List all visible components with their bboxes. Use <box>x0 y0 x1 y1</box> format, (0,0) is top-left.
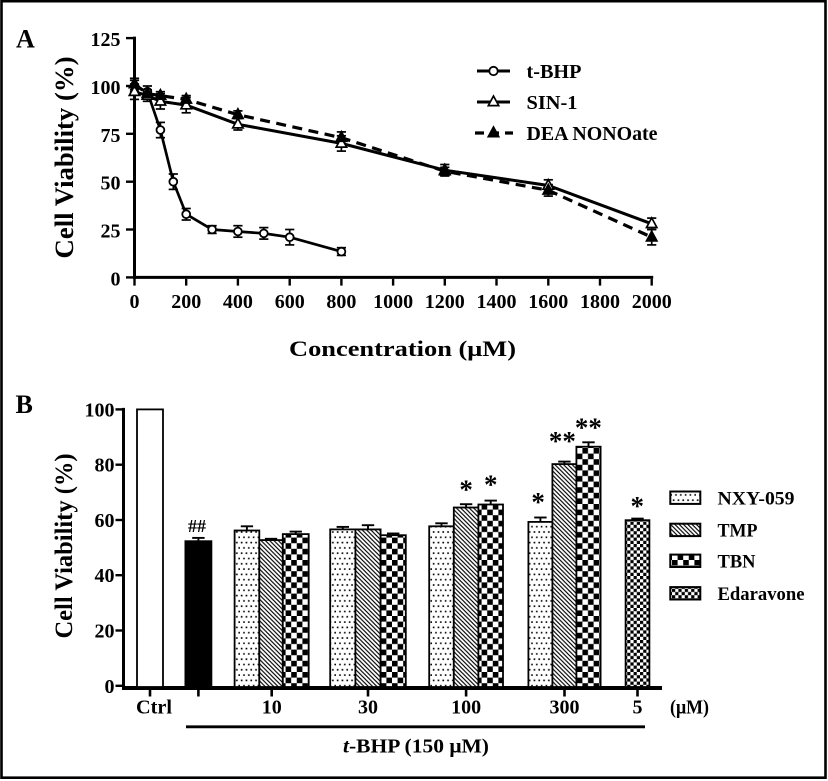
svg-text:Cell Viability (%): Cell Viability (%) <box>50 57 79 259</box>
svg-text:400: 400 <box>223 291 253 313</box>
svg-text:200: 200 <box>171 291 201 313</box>
svg-text:2000: 2000 <box>632 291 672 313</box>
svg-text:(μM): (μM) <box>670 697 709 719</box>
svg-text:20: 20 <box>95 621 115 643</box>
svg-text:*: * <box>484 469 498 499</box>
svg-text:*: * <box>531 487 545 517</box>
svg-text:1200: 1200 <box>425 291 465 313</box>
svg-text:100: 100 <box>451 697 481 719</box>
svg-text:t-BHP (150 μM): t-BHP (150 μM) <box>343 736 489 758</box>
svg-text:300: 300 <box>550 697 580 719</box>
svg-text:30: 30 <box>358 697 378 719</box>
svg-text:TMP: TMP <box>718 521 758 542</box>
svg-text:Concentration (μM): Concentration (μM) <box>289 336 516 361</box>
svg-text:125: 125 <box>91 29 121 51</box>
svg-text:Cell Viability (%): Cell Viability (%) <box>51 454 78 639</box>
svg-text:*: * <box>459 474 473 504</box>
svg-text:25: 25 <box>101 221 121 243</box>
svg-text:800: 800 <box>326 291 356 313</box>
svg-text:80: 80 <box>95 455 115 477</box>
svg-text:**: ** <box>575 412 602 442</box>
svg-text:1800: 1800 <box>580 291 620 313</box>
svg-text:1600: 1600 <box>528 291 568 313</box>
svg-text:1000: 1000 <box>373 291 413 313</box>
svg-text:t-BHP: t-BHP <box>527 61 582 83</box>
svg-text:DEA NONOate: DEA NONOate <box>527 123 658 145</box>
svg-text:1400: 1400 <box>477 291 517 313</box>
svg-text:600: 600 <box>275 291 305 313</box>
svg-text:5: 5 <box>633 697 643 719</box>
svg-text:75: 75 <box>101 125 121 147</box>
svg-text:**: ** <box>549 426 576 456</box>
svg-text:10: 10 <box>262 697 282 719</box>
svg-text:##: ## <box>188 516 206 536</box>
svg-text:0: 0 <box>111 268 121 290</box>
svg-text:A: A <box>16 25 35 54</box>
svg-text:B: B <box>16 390 33 419</box>
svg-text:0: 0 <box>105 676 115 698</box>
svg-text:NXY-059: NXY-059 <box>718 489 795 510</box>
svg-text:100: 100 <box>85 399 115 421</box>
svg-text:TBN: TBN <box>718 552 756 573</box>
svg-text:50: 50 <box>101 173 121 195</box>
svg-text:Edaravone: Edaravone <box>718 584 805 605</box>
svg-text:0: 0 <box>130 291 140 313</box>
svg-text:40: 40 <box>95 565 115 587</box>
svg-text:100: 100 <box>91 77 121 99</box>
svg-text:*: * <box>631 491 645 521</box>
svg-text:SIN-1: SIN-1 <box>527 92 578 114</box>
svg-text:60: 60 <box>95 510 115 532</box>
svg-text:Ctrl: Ctrl <box>136 697 172 719</box>
